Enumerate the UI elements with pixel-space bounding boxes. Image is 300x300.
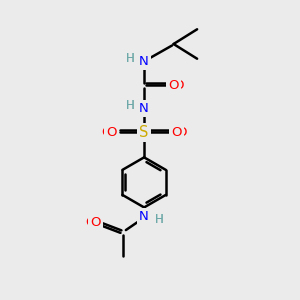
Text: N: N [139,210,149,223]
Text: H: H [154,213,163,226]
Text: N: N [139,102,149,115]
Text: O: O [171,126,182,139]
Text: O: O [168,79,179,92]
Text: H: H [126,99,135,112]
Text: H: H [126,52,135,64]
Text: N: N [139,210,149,223]
Text: O: O [106,126,117,139]
Text: S: S [140,125,149,140]
Text: N: N [139,55,149,68]
Text: N: N [139,55,149,68]
Text: O: O [85,216,95,229]
Text: O: O [176,126,187,139]
Text: O: O [101,126,112,139]
Text: S: S [140,125,149,140]
Text: H: H [126,52,135,64]
Text: H: H [154,213,163,226]
Text: O: O [174,79,184,92]
Text: N: N [139,102,149,115]
Text: O: O [90,216,101,229]
Text: H: H [126,99,135,112]
